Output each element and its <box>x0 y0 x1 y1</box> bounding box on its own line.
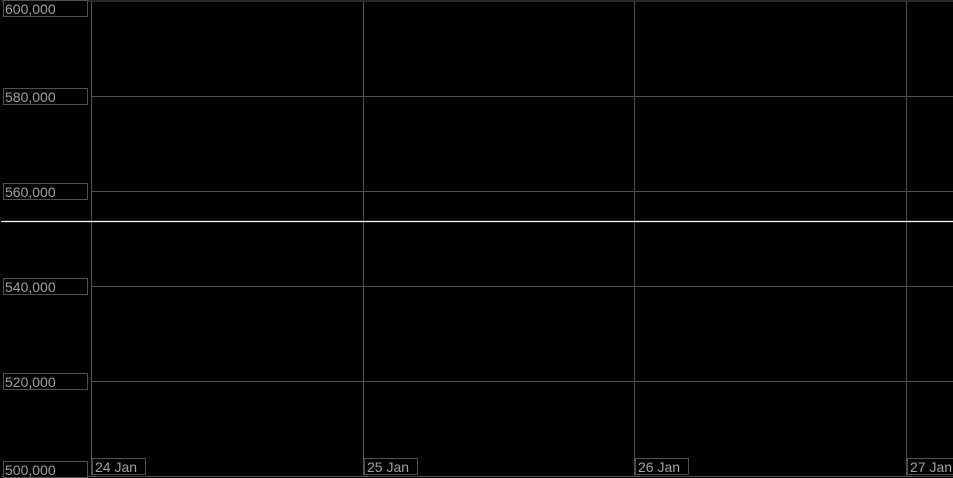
y-tick-label-box <box>3 88 88 105</box>
y-tick-label: 600,000 <box>5 1 56 17</box>
y-tick-label-group: 580,000 <box>3 88 88 105</box>
y-tick-label-box <box>3 0 88 17</box>
x-tick-label: 27 Jan <box>910 459 952 475</box>
x-tick-label: 24 Jan <box>95 459 137 475</box>
x-tick-label-box <box>92 458 146 475</box>
x-tick-label: 26 Jan <box>638 459 680 475</box>
y-tick-label-group: 600,000 <box>3 0 88 17</box>
y-tick-label-group: 500,000 <box>3 461 88 478</box>
x-tick-label-box <box>907 458 953 475</box>
y-tick-label-group: 560,000 <box>3 183 88 200</box>
x-tick-label-group: 26 Jan <box>635 458 689 475</box>
y-tick-label: 520,000 <box>5 374 56 390</box>
x-tick-label: 25 Jan <box>367 459 409 475</box>
y-tick-label: 560,000 <box>5 184 56 200</box>
x-tick-label-box <box>364 458 418 475</box>
y-tick-label-box <box>3 373 88 390</box>
y-tick-label: 500,000 <box>5 462 56 478</box>
y-tick-label-box <box>3 278 88 295</box>
x-tick-label-group: 24 Jan <box>92 458 146 475</box>
x-tick-label-box <box>635 458 689 475</box>
x-tick-label-group: 27 Jan <box>907 458 953 475</box>
y-tick-label: 580,000 <box>5 89 56 105</box>
y-tick-label: 540,000 <box>5 279 56 295</box>
y-tick-label-group: 540,000 <box>3 278 88 295</box>
y-tick-label-box <box>3 183 88 200</box>
y-tick-label-group: 520,000 <box>3 373 88 390</box>
x-tick-label-group: 25 Jan <box>364 458 418 475</box>
